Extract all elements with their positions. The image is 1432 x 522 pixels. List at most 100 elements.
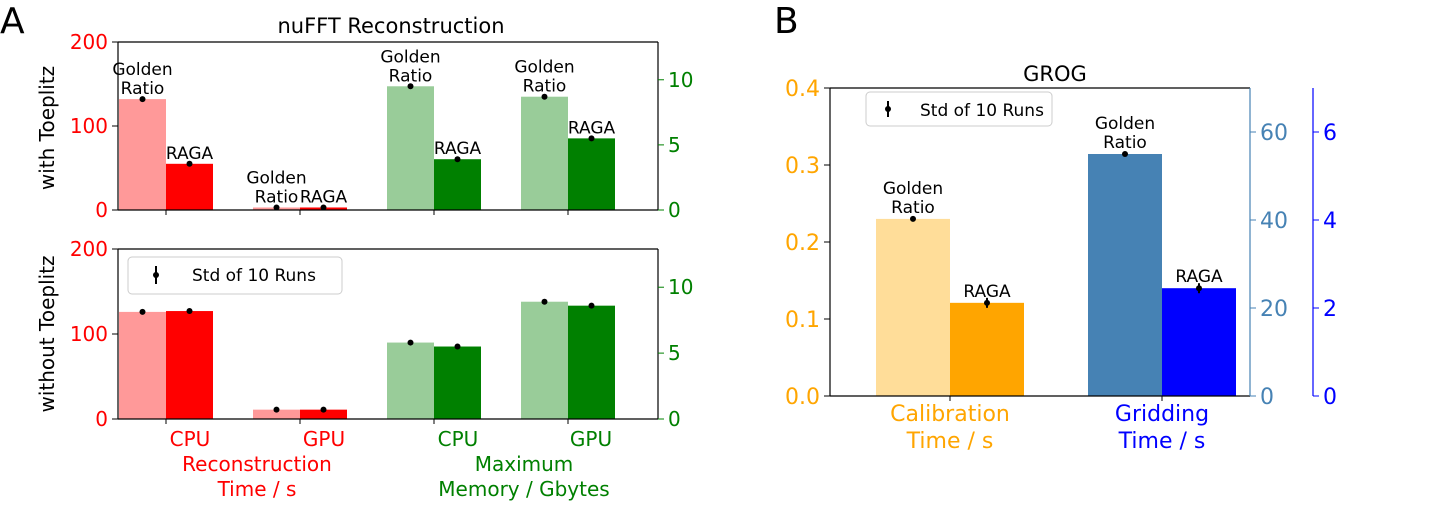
label-golden-3-line1: Golden bbox=[514, 58, 574, 78]
ytick-label-left-top-0: 0 bbox=[95, 198, 108, 222]
bar-top-raga-3 bbox=[568, 138, 615, 210]
bar-b-gridding-golden bbox=[1088, 154, 1162, 396]
label-golden-0-line2: Ratio bbox=[121, 79, 165, 99]
label-b-gridding-golden-line2: Ratio bbox=[1103, 133, 1147, 153]
legend-b-label: Std of 10 Runs bbox=[920, 101, 1044, 121]
point-bottom-golden-2 bbox=[407, 339, 414, 346]
point-b-gridding-raga bbox=[1196, 285, 1202, 292]
ytick-label-left-bottom-2: 200 bbox=[70, 237, 108, 261]
b-ytick-label-third-3: 6 bbox=[1323, 121, 1337, 146]
bar-bottom-golden-1 bbox=[253, 409, 300, 419]
point-bottom-golden-0 bbox=[139, 308, 146, 315]
b-xcat-gridding-line1: Gridding bbox=[1115, 402, 1209, 427]
label-raga-3: RAGA bbox=[568, 118, 616, 138]
label-golden-0-line1: Golden bbox=[112, 60, 172, 80]
ytick-label-left-bottom-0: 0 bbox=[95, 407, 108, 431]
point-bottom-golden-3 bbox=[541, 298, 548, 305]
point-top-golden-1 bbox=[273, 204, 280, 211]
ylabel-without-toeplitz: without Toeplitz bbox=[35, 255, 59, 412]
b-xcat-gridding-line2: Time / s bbox=[1118, 429, 1206, 454]
xtick-gpu-memory: GPU bbox=[570, 427, 612, 451]
bar-bottom-raga-0 bbox=[166, 311, 213, 419]
legend-a-marker-icon bbox=[153, 272, 159, 278]
point-bottom-raga-3 bbox=[588, 302, 595, 309]
ytick-label-right-bottom-1: 5 bbox=[668, 341, 681, 365]
legend-b: Std of 10 Runs bbox=[865, 91, 1053, 127]
axes-layer: 01002000510010020005100.00.10.20.30.4020… bbox=[70, 30, 1337, 431]
xtick-gpu-time: GPU bbox=[303, 427, 345, 451]
b-ytick-label-third-0: 0 bbox=[1323, 385, 1337, 410]
bar-b-gridding-raga bbox=[1162, 288, 1236, 396]
point-top-raga-0 bbox=[186, 160, 193, 167]
b-xcat-calibration-line1: Calibration bbox=[890, 402, 1010, 427]
a-xgroup-labels: Reconstruction Time / s Maximum Memory /… bbox=[182, 452, 610, 501]
bar-bottom-golden-3 bbox=[521, 301, 568, 419]
b-ytick-label-calib-2: 0.2 bbox=[785, 231, 820, 256]
ytick-label-right-top-2: 10 bbox=[668, 68, 693, 92]
label-golden-2-line1: Golden bbox=[380, 47, 440, 67]
point-b-gridding-golden bbox=[1122, 151, 1128, 157]
ytick-label-left-top-1: 100 bbox=[70, 114, 108, 138]
legend-b-frame bbox=[865, 91, 1053, 127]
b-xcategory-labels: Calibration Time / s Gridding Time / s bbox=[890, 402, 1209, 454]
label-b-gridding-golden-line1: Golden bbox=[1095, 114, 1155, 134]
label-golden-1-line1: Golden bbox=[246, 168, 306, 188]
point-top-raga-2 bbox=[454, 156, 461, 163]
panel-b-title: GROG bbox=[1023, 62, 1087, 86]
b-ytick-label-grid-3: 60 bbox=[1260, 121, 1288, 146]
label-golden-2-line2: Ratio bbox=[389, 66, 433, 86]
b-ytick-label-calib-0: 0.0 bbox=[785, 385, 820, 410]
b-xcat-calibration-line2: Time / s bbox=[906, 429, 994, 454]
b-ytick-label-grid-1: 20 bbox=[1260, 297, 1288, 322]
label-b-calibration-golden-line2: Ratio bbox=[891, 198, 935, 218]
xgroup-memory-line1: Maximum bbox=[475, 452, 574, 476]
legend-a-frame bbox=[127, 256, 343, 295]
ytick-label-right-top-0: 0 bbox=[668, 198, 681, 222]
bar-bottom-raga-2 bbox=[434, 346, 481, 419]
panel-label-b: B bbox=[774, 1, 799, 42]
point-top-golden-2 bbox=[407, 83, 414, 90]
bar-top-golden-3 bbox=[521, 96, 568, 210]
ytick-label-left-top-2: 200 bbox=[70, 30, 108, 54]
b-ytick-label-grid-2: 40 bbox=[1260, 209, 1288, 234]
legend-a-label: Std of 10 Runs bbox=[192, 266, 316, 286]
panel-label-a: A bbox=[0, 1, 25, 42]
panel-a-title: nuFFT Reconstruction bbox=[277, 14, 504, 38]
legend-a: Std of 10 Runs bbox=[127, 256, 343, 295]
point-top-golden-0 bbox=[139, 96, 146, 103]
ylabel-with-toeplitz: with Toeplitz bbox=[35, 66, 59, 190]
bar-top-raga-2 bbox=[434, 159, 481, 210]
b-ytick-label-calib-4: 0.4 bbox=[785, 77, 820, 102]
b-ytick-label-third-1: 2 bbox=[1323, 297, 1337, 322]
xtick-cpu-time: CPU bbox=[170, 427, 211, 451]
ytick-label-right-bottom-2: 10 bbox=[668, 275, 693, 299]
point-top-raga-3 bbox=[588, 135, 595, 142]
xgroup-time-line2: Time / s bbox=[217, 477, 297, 501]
xgroup-memory-line2: Memory / Gbytes bbox=[438, 477, 609, 501]
ytick-label-left-bottom-1: 100 bbox=[70, 322, 108, 346]
label-raga-1: RAGA bbox=[300, 187, 348, 207]
bar-bottom-golden-2 bbox=[387, 342, 434, 419]
bar-bottom-golden-0 bbox=[119, 311, 166, 419]
b-ytick-label-calib-3: 0.3 bbox=[785, 154, 820, 179]
ytick-label-right-top-1: 5 bbox=[668, 133, 681, 157]
bar-top-golden-2 bbox=[387, 86, 434, 210]
legend-b-marker-icon bbox=[885, 106, 891, 112]
point-top-golden-3 bbox=[541, 93, 548, 100]
bar-top-golden-0 bbox=[119, 99, 166, 210]
b-ytick-label-grid-0: 0 bbox=[1260, 385, 1274, 410]
point-bottom-raga-2 bbox=[454, 343, 461, 350]
label-golden-3-line2: Ratio bbox=[523, 77, 567, 97]
point-b-calibration-raga bbox=[984, 299, 990, 306]
bar-bottom-raga-3 bbox=[568, 305, 615, 419]
label-b-calibration-golden-line1: Golden bbox=[883, 179, 943, 199]
point-bottom-raga-0 bbox=[186, 308, 193, 315]
point-bottom-golden-1 bbox=[273, 406, 280, 413]
point-bottom-raga-1 bbox=[320, 406, 327, 413]
label-raga-2: RAGA bbox=[434, 139, 482, 159]
bar-b-calibration-golden bbox=[876, 218, 950, 396]
label-golden-1-line2: Ratio bbox=[255, 187, 299, 207]
